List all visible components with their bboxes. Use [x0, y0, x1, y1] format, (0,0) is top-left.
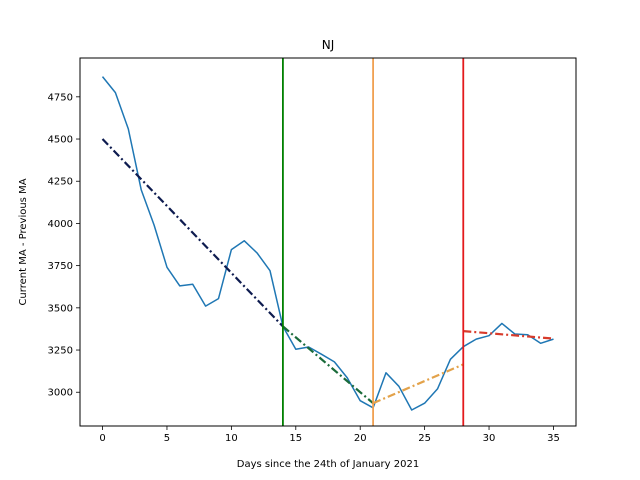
y-tick-label: 3750	[48, 261, 73, 272]
y-tick-label: 4250	[48, 177, 73, 188]
x-axis-label: Days since the 24th of January 2021	[237, 459, 419, 470]
y-axis-label: Current MA - Previous MA	[18, 178, 29, 305]
y-tick-label: 4000	[48, 219, 73, 230]
x-tick-label: 0	[99, 433, 105, 444]
y-tick-label: 4500	[48, 135, 73, 146]
trend-line-4	[463, 330, 554, 340]
x-axis: 0 5 10 15 20 25 30 35	[99, 426, 560, 444]
plot-frame	[79, 57, 577, 427]
x-tick-label: 25	[418, 433, 431, 444]
y-tick-label: 4750	[48, 92, 73, 103]
plot-area	[101, 58, 554, 426]
x-tick-label: 20	[354, 433, 367, 444]
x-tick-label: 10	[225, 433, 238, 444]
x-tick-label: 35	[547, 433, 560, 444]
y-tick-label: 3250	[48, 346, 73, 357]
x-tick-label: 5	[164, 433, 170, 444]
chart-title: NJ	[322, 38, 335, 52]
y-axis: 3000 3250 3500 3750 4000 4250 4500 4750	[48, 92, 80, 399]
data-series-line-0	[101, 76, 554, 411]
y-tick-label: 3500	[48, 303, 73, 314]
trend-line-3	[372, 363, 464, 405]
x-tick-label: 30	[483, 433, 496, 444]
x-tick-label: 15	[289, 433, 302, 444]
y-tick-label: 3000	[48, 388, 73, 399]
trend-line-1	[101, 138, 284, 328]
trend-line-2	[282, 325, 374, 405]
